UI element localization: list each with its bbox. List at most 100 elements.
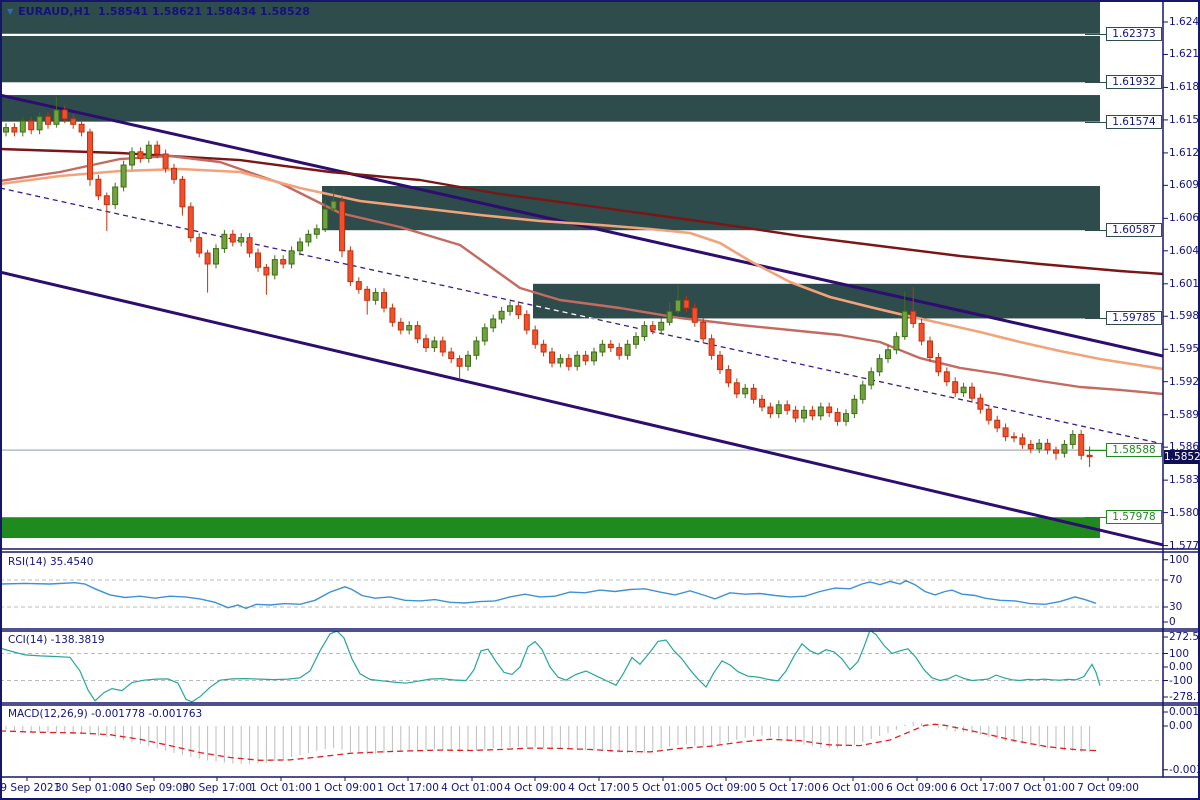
macd-axis-label: 0.001438 (1169, 706, 1200, 718)
time-axis-label: 4 Oct 01:00 (441, 782, 503, 794)
candle-bearish (423, 338, 429, 349)
resistance-zone[interactable] (533, 283, 1100, 319)
resistance-zone[interactable] (0, 95, 1100, 122)
channel-trendline[interactable] (0, 270, 1163, 547)
candle-bearish (414, 325, 421, 340)
candle-bearish (515, 305, 522, 316)
chart-title-bar: ▼ EURAUD,H1 1.58541 1.58621 1.58434 1.585… (7, 5, 310, 18)
candle-bullish (885, 349, 891, 360)
candle-bearish (263, 266, 270, 276)
resistance-zone[interactable] (0, 0, 1100, 34)
candle-bullish (481, 327, 488, 342)
candle-bearish (649, 325, 656, 331)
candle-bearish (700, 321, 707, 340)
zone-price-label[interactable]: 1.61932 (1106, 75, 1162, 90)
candle-bullish (221, 233, 228, 250)
candle-bullish (868, 371, 875, 386)
candle-bearish (229, 233, 236, 243)
candle-bearish (196, 237, 203, 254)
candle-bearish (532, 329, 539, 345)
zone-price-label[interactable]: 1.58588 (1106, 443, 1162, 458)
rsi-axis-label: 30 (1169, 601, 1183, 613)
candle-bearish (87, 131, 93, 180)
symbol-timeframe-label: EURAUD,H1 (18, 5, 91, 18)
candle-bullish (271, 259, 278, 276)
candle-bearish (61, 109, 68, 120)
candle-bullish (372, 292, 379, 301)
candle-bullish (574, 354, 581, 367)
rsi-line (0, 579, 1097, 610)
ma-fast[interactable] (0, 167, 1163, 371)
candle-bullish (599, 343, 606, 353)
price-tick-label: 1.60695 (1169, 212, 1200, 225)
candle-bearish (280, 259, 287, 265)
ma-medium[interactable] (0, 154, 1163, 396)
candle-bearish (1078, 434, 1085, 456)
zone-price-label[interactable]: 1.61574 (1106, 114, 1162, 129)
time-axis-label: 30 Sep 17:00 (181, 782, 253, 794)
candle-bearish (11, 127, 18, 133)
price-tick-label: 1.59505 (1169, 343, 1200, 356)
candle-bearish (523, 314, 530, 331)
candle-bullish (112, 186, 119, 206)
candle-bearish (725, 369, 732, 384)
time-axis-label: 1 Oct 09:00 (314, 782, 376, 794)
price-tick-label: 1.62480 (1169, 16, 1200, 28)
price-tick-label: 1.62185 (1169, 48, 1200, 61)
candle-bullish (465, 354, 471, 367)
candle-bearish (826, 406, 833, 413)
time-axis-label: 5 Oct 17:00 (759, 782, 821, 794)
candle-bullish (1061, 443, 1068, 454)
zone-label-connector (1085, 121, 1106, 123)
zone-label-connector (1085, 318, 1106, 320)
price-tick-label: 1.58020 (1169, 506, 1200, 519)
time-axis-label: 5 Oct 01:00 (632, 782, 694, 794)
candle-bullish (775, 404, 782, 415)
cci-pane-label: CCI(14) -138.3819 (8, 634, 105, 646)
candle-bearish (616, 347, 623, 356)
cci-axis-label: 272.5136 (1169, 631, 1200, 643)
rsi-pane (0, 579, 1163, 610)
candle-bullish (238, 237, 245, 243)
ma-slow[interactable] (0, 147, 1163, 276)
zone-price-label[interactable]: 1.59785 (1106, 311, 1162, 326)
candle-bearish (70, 118, 77, 125)
candle-bearish (1011, 436, 1017, 439)
zone-price-label[interactable]: 1.57978 (1106, 510, 1162, 525)
candle-bullish (1069, 434, 1076, 445)
zone-price-label[interactable]: 1.60587 (1106, 223, 1162, 238)
candle-bullish (658, 321, 665, 331)
cci-line (0, 631, 1101, 703)
candle-bullish (507, 305, 513, 312)
candle-bullish (801, 409, 807, 419)
symbol-dropdown-caret[interactable]: ▼ (7, 7, 14, 16)
zone-price-label[interactable]: 1.62373 (1106, 26, 1162, 41)
rsi-axis-label: 70 (1169, 574, 1183, 586)
candle-bullish (431, 340, 438, 349)
macd-signal-line (0, 723, 1101, 761)
candle-bearish (187, 206, 194, 239)
candle-bullish (633, 336, 639, 345)
candle-bearish (364, 288, 371, 301)
resistance-zone[interactable] (0, 35, 1100, 83)
candle-bullish (843, 413, 849, 422)
candle-bearish (910, 310, 917, 324)
candle-bearish (708, 338, 715, 356)
price-tick-label: 1.60995 (1169, 179, 1200, 192)
candle-bearish (582, 354, 589, 362)
candle-bearish (439, 340, 446, 353)
candle-bullish (666, 310, 673, 323)
candle-bearish (565, 358, 572, 367)
candle-bullish (322, 208, 329, 230)
candle-bearish (1086, 454, 1093, 458)
candle-bearish (767, 406, 774, 415)
zone-label-connector (1085, 230, 1106, 232)
candle-bullish (213, 248, 219, 265)
support-zone[interactable] (0, 517, 1100, 539)
time-axis-label: 30 Sep 01:00 (54, 782, 126, 794)
channel-trendline[interactable] (0, 93, 1163, 358)
candle-bearish (246, 237, 253, 254)
